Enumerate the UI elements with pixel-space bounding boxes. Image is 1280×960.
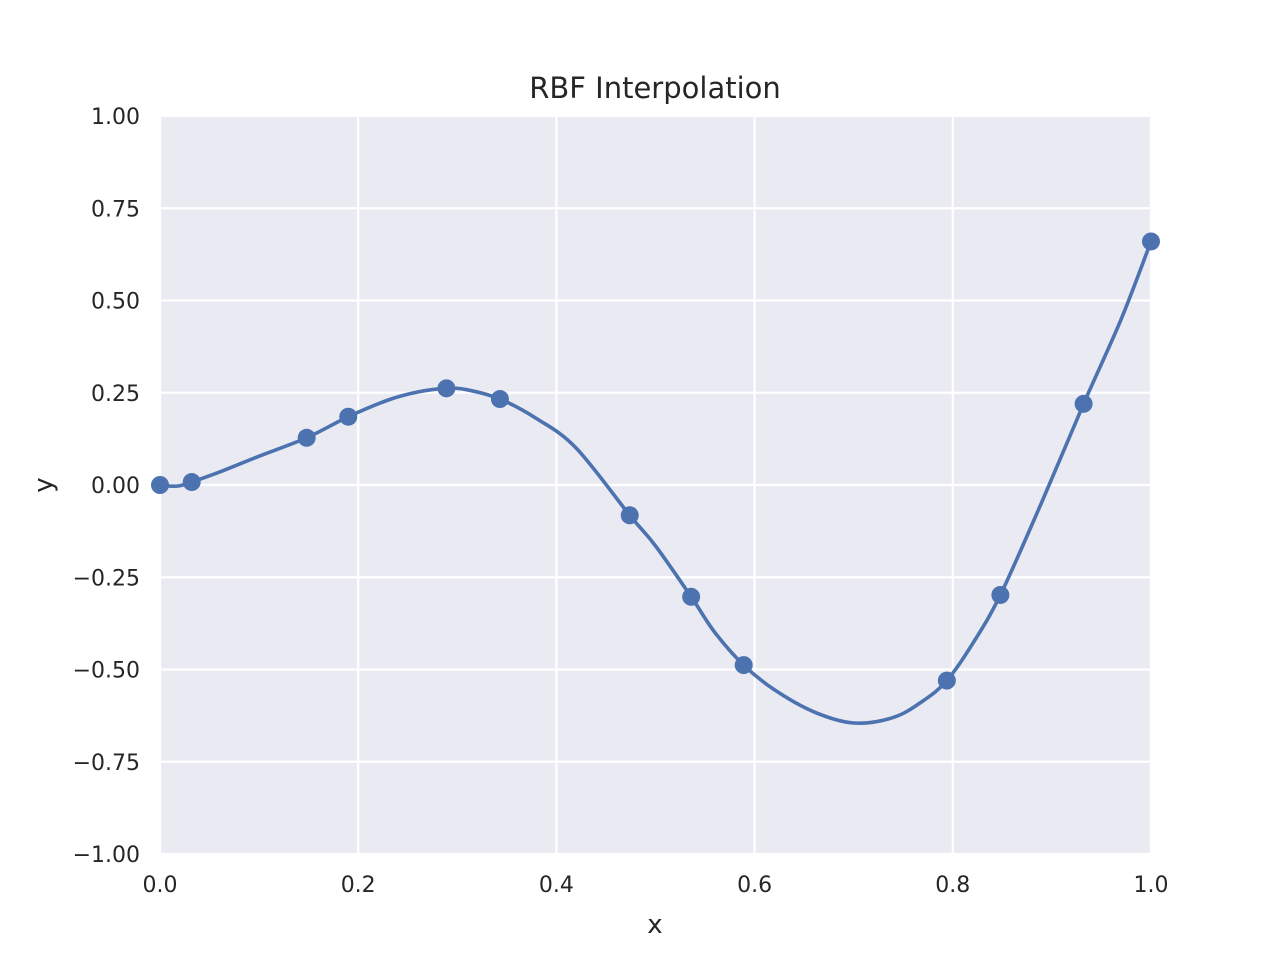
y-tick-label: 1.00 (91, 105, 140, 130)
data-point (937, 671, 956, 690)
data-point (151, 476, 169, 494)
data-point (437, 379, 456, 398)
x-tick-label: 0.2 (341, 873, 376, 898)
data-point (991, 585, 1010, 604)
x-tick-label: 0.8 (935, 873, 970, 898)
x-axis-label: x (647, 910, 662, 940)
data-point (682, 587, 701, 606)
data-point (490, 390, 509, 409)
data-point (297, 428, 316, 447)
y-tick-label: 0.75 (91, 197, 140, 222)
x-tick-label: 0.4 (539, 873, 574, 898)
y-tick-label: 0.50 (91, 290, 140, 315)
chart-title: RBF Interpolation (529, 71, 781, 105)
x-tick-label: 1.0 (1134, 873, 1169, 898)
y-tick-label: 0.25 (91, 382, 140, 407)
data-point (734, 656, 753, 675)
x-tick-label: 0.0 (143, 873, 178, 898)
y-tick-label: 0.00 (91, 474, 140, 499)
data-point (182, 473, 201, 492)
data-point (1142, 232, 1160, 251)
y-axis-label: y (29, 477, 59, 492)
data-point (339, 407, 358, 426)
y-tick-label: −0.25 (73, 566, 140, 591)
y-tick-label: −1.00 (73, 843, 140, 868)
y-tick-label: −0.75 (73, 751, 140, 776)
x-tick-label: 0.6 (737, 873, 772, 898)
x-tick-labels: 0.0 0.2 0.4 0.6 0.8 1.0 (143, 873, 1169, 898)
data-point (1074, 394, 1093, 413)
y-tick-label: −0.50 (73, 659, 140, 684)
y-tick-labels: 1.00 0.75 0.50 0.25 0.00 −0.25 −0.50 −0.75 −1.00 (73, 105, 140, 868)
data-point (620, 506, 639, 525)
series (151, 232, 1160, 725)
interpolation-curve (158, 239, 1153, 725)
